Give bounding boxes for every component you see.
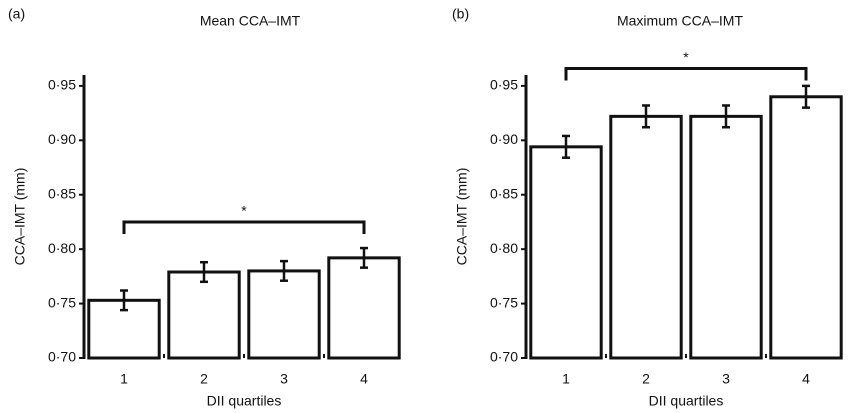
y-tick-label: 0·70 [48,349,76,365]
error-bar [642,104,650,129]
y-tick-label: 0·90 [48,131,76,147]
bar [327,256,401,360]
chart-panel: (b) Maximum CCA–IMT DII quartiles CCA–IMT (… [452,6,843,409]
error-bar [200,260,208,284]
x-tick-label: 2 [642,371,650,387]
x-tick-label: 4 [360,371,368,387]
y-tick-label: 0·90 [490,131,518,147]
bar [247,269,321,360]
x-tick-label: 2 [200,371,208,387]
y-tick-label: 0·85 [490,185,518,201]
x-tick-label: 3 [722,371,730,387]
y-tick-label: 0·95 [48,77,76,93]
panel-label: (a) [8,6,25,22]
error-bar [722,104,730,129]
significance-label: * [241,203,247,219]
error-bar [360,246,368,269]
y-axis-label: CCA–IMT (mm) [454,168,470,266]
error-bar [120,289,128,312]
y-tick-label: 0·80 [48,240,76,256]
significance-bracket [564,66,808,81]
error-bar [562,134,570,159]
y-tick-label: 0·75 [48,294,76,310]
error-bar [802,84,810,109]
y-tick-label: 0·80 [490,240,518,256]
bar [167,270,241,360]
bar [529,145,603,360]
x-axis-label: DII quartiles [649,393,724,409]
panel-label: (b) [452,6,469,22]
bar [689,114,763,360]
chart-panel: (a) Mean CCA–IMT DII quartiles CCA–IMT (mm)… [8,6,401,409]
y-tick-label: 0·95 [490,77,518,93]
y-axis-label: CCA–IMT (mm) [12,168,28,266]
bar [609,114,683,360]
error-bar [280,259,288,282]
chart-title: Maximum CCA–IMT [617,13,743,29]
bar [769,95,843,360]
x-tick-label: 1 [120,371,128,387]
x-tick-label: 4 [802,371,810,387]
x-tick-label: 1 [562,371,570,387]
y-tick-label: 0·85 [48,185,76,201]
x-tick-label: 3 [280,371,288,387]
significance-bracket [122,220,366,234]
y-tick-label: 0·75 [490,294,518,310]
chart-title: Mean CCA–IMT [200,13,301,29]
y-tick-label: 0·70 [490,349,518,365]
significance-label: * [683,49,689,65]
x-axis-label: DII quartiles [207,393,282,409]
